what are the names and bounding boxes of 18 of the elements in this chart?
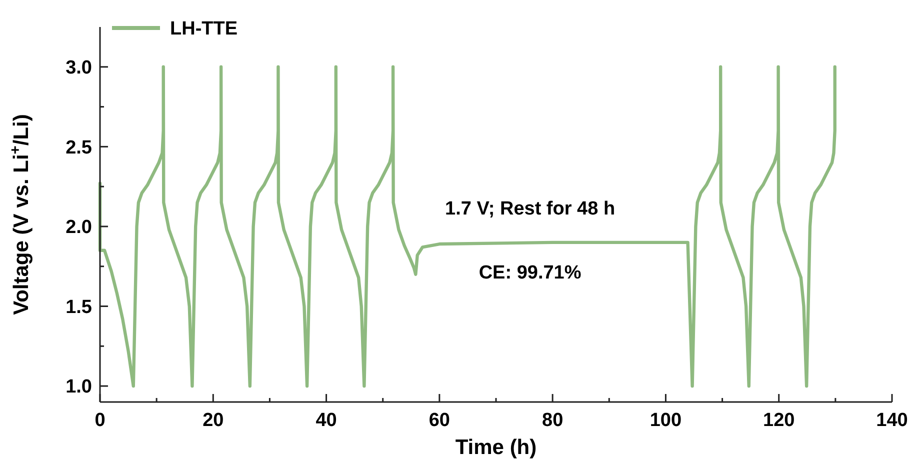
y-tick-label: 2.0 [66, 217, 92, 238]
x-tick-label: 120 [763, 410, 795, 431]
x-axis-title: Time (h) [455, 436, 537, 459]
x-tick-label: 80 [542, 410, 564, 431]
y-tick-label: 1.0 [66, 376, 92, 398]
x-tick-label: 20 [202, 410, 224, 431]
y-tick-label: 3.0 [66, 58, 92, 79]
line-series [98, 65, 836, 388]
x-tick-label: 0 [94, 410, 106, 431]
annotation: CE: 99.71% [478, 262, 582, 284]
y-tick-label: 2.5 [66, 137, 92, 158]
annotation: 1.7 V; Rest for 48 h [445, 198, 616, 220]
y-tick-label: 1.5 [66, 296, 92, 318]
legend-label: LH-TTE [170, 18, 238, 40]
x-tick-label: 60 [428, 410, 450, 431]
x-tick-label: 140 [876, 410, 908, 431]
x-tick-label: 40 [316, 410, 337, 431]
x-tick-label: 100 [650, 410, 682, 431]
